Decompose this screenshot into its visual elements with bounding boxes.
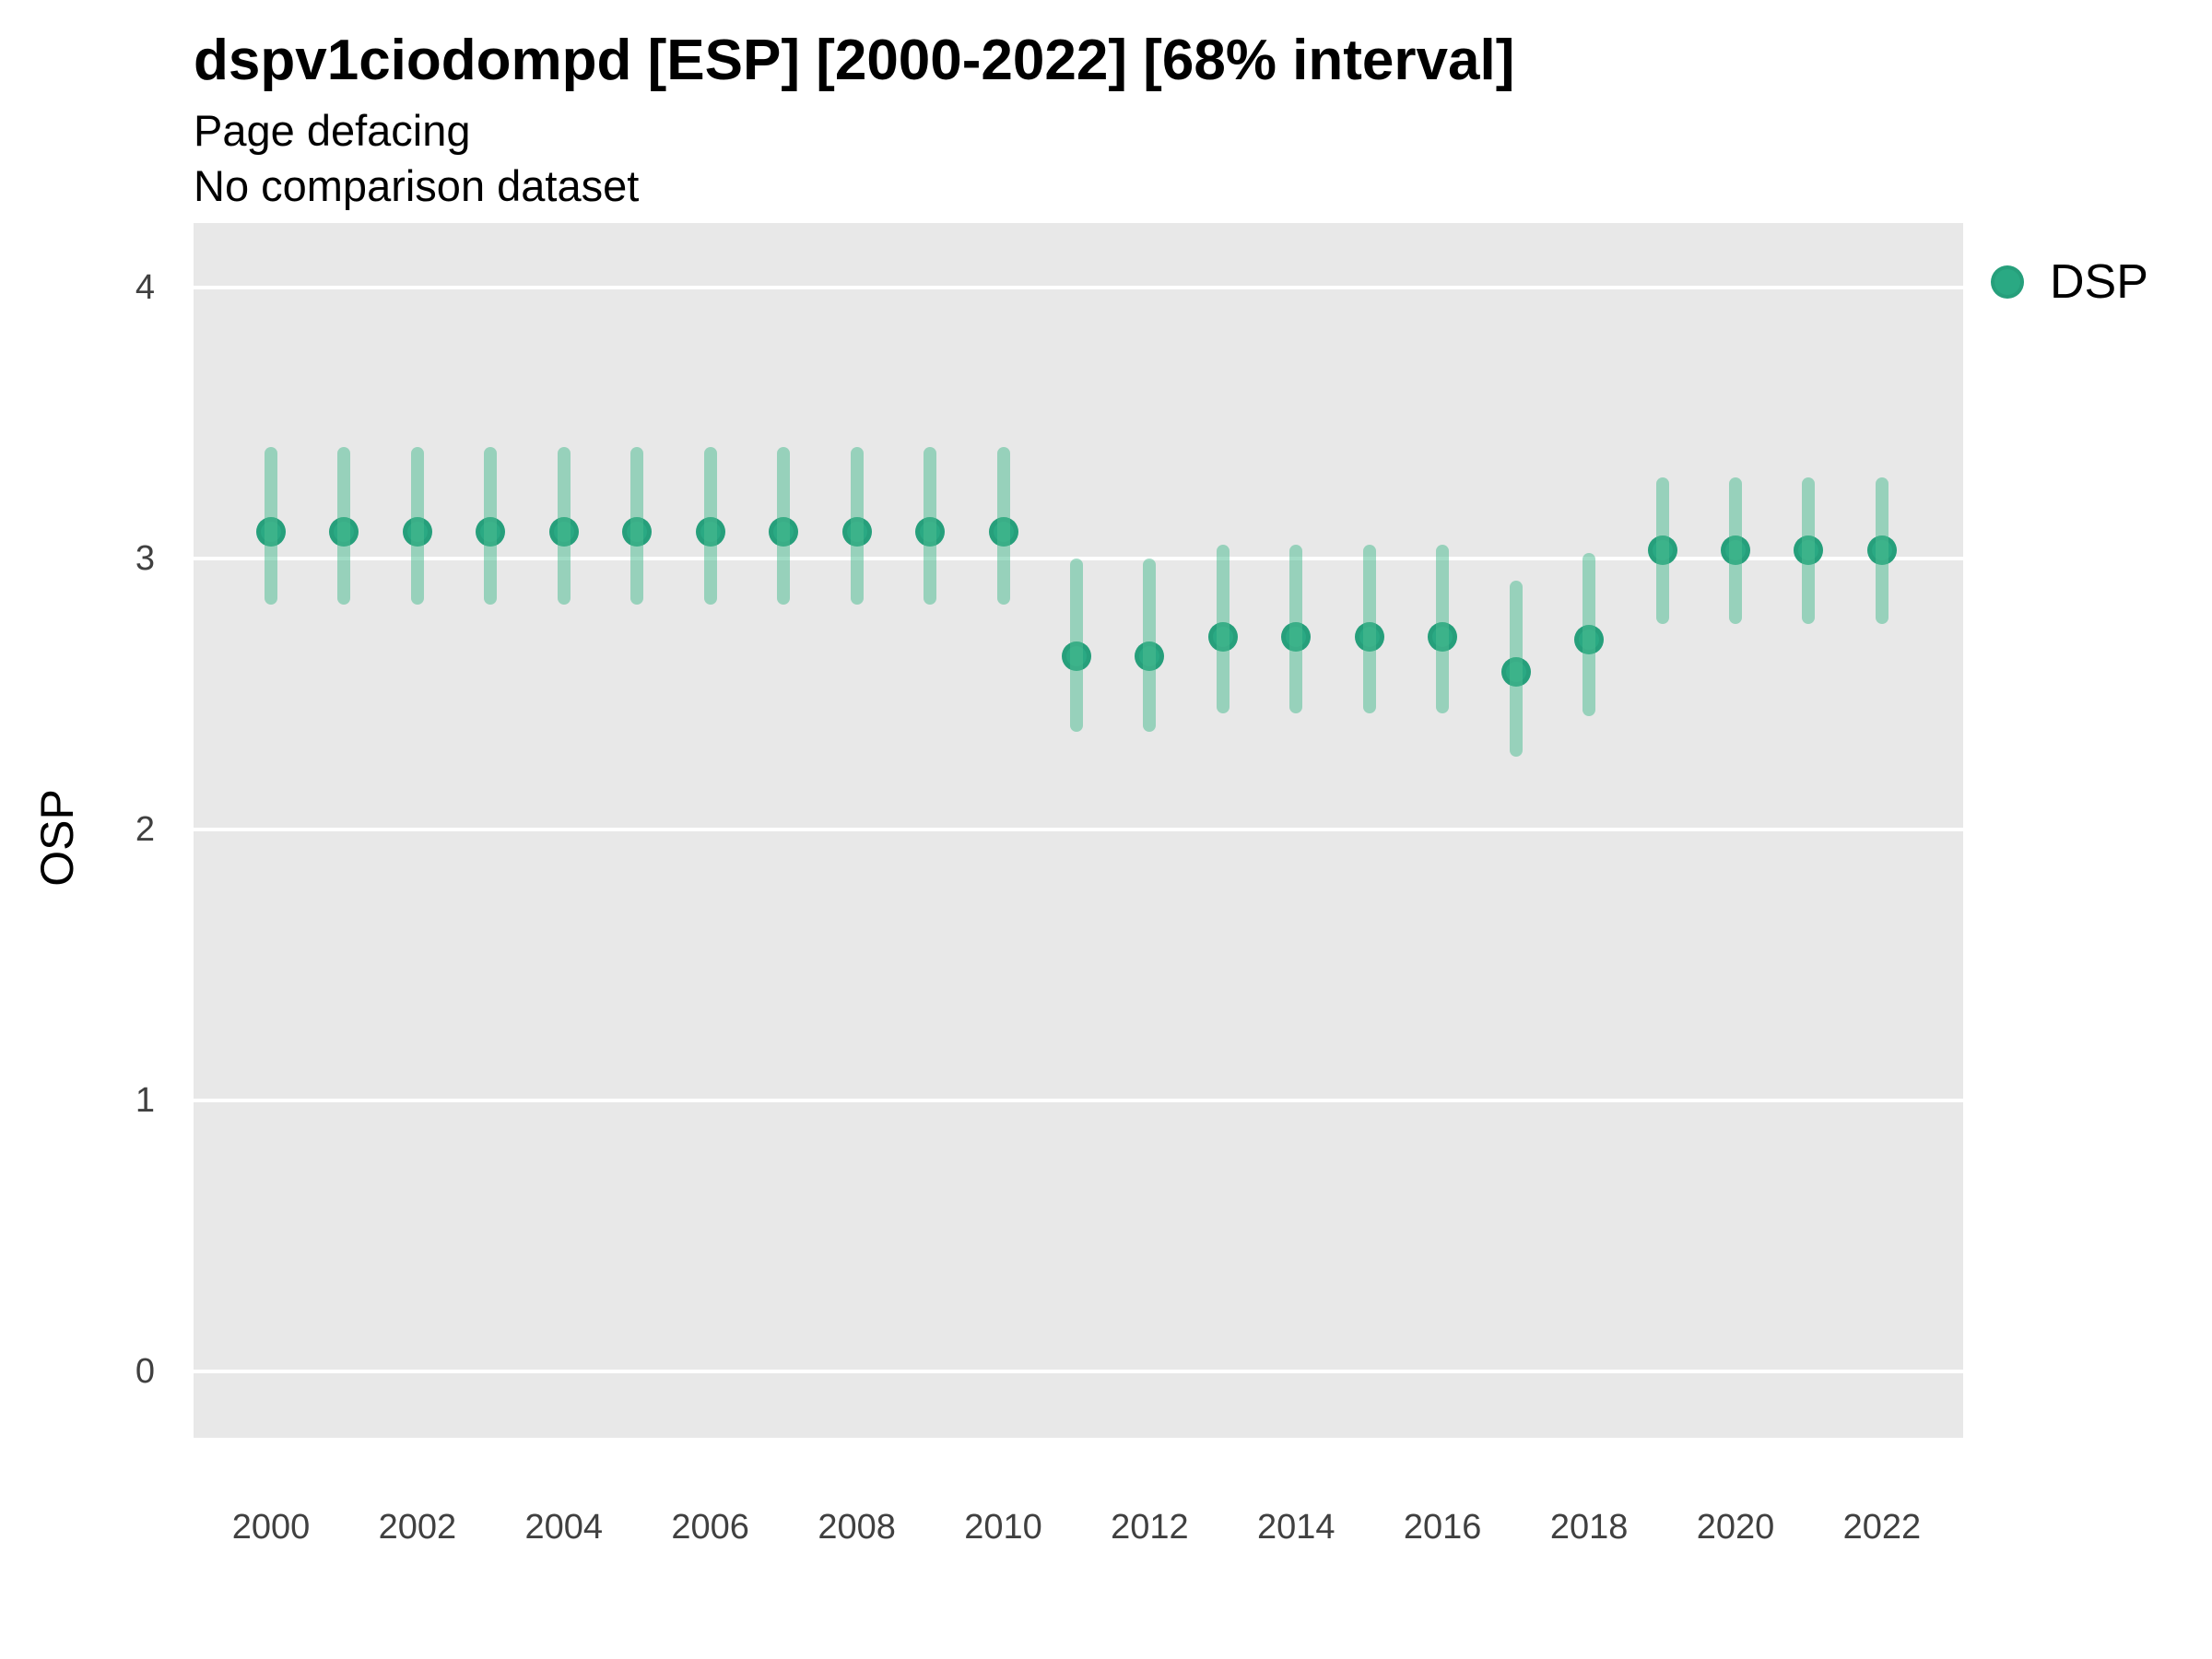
interval-bar (557, 447, 571, 605)
chart-subtitle: Page defacing (194, 106, 471, 155)
y-tick-label: 1 (135, 1081, 155, 1120)
legend-label: DSP (2050, 255, 2148, 309)
interval-bar (1289, 545, 1303, 713)
interval-bar (484, 447, 498, 605)
x-tick-label: 2002 (378, 1508, 457, 1547)
x-tick-label: 2004 (524, 1508, 604, 1547)
legend-point-icon (1991, 265, 2024, 299)
interval-bar (1069, 559, 1083, 733)
chart-note: No comparison dataset (194, 161, 640, 210)
x-tick-label: 2014 (1257, 1508, 1335, 1547)
interval-bar (1216, 545, 1230, 713)
interval-bar (996, 447, 1010, 605)
x-tick-label: 2012 (1111, 1508, 1189, 1547)
x-tick-label: 2016 (1403, 1508, 1482, 1547)
interval-bar (1875, 477, 1888, 624)
interval-bar (1143, 559, 1157, 733)
y-tick-label: 3 (135, 539, 155, 578)
interval-bar (850, 447, 864, 605)
interval-bar (1436, 545, 1450, 713)
interval-bar (1362, 545, 1376, 713)
gridline (194, 1370, 1963, 1373)
legend: DSP (1991, 254, 2148, 310)
gridline (194, 1099, 1963, 1102)
gridline (194, 828, 1963, 831)
chart-title: dspv1ciodompd [ESP] [2000-2022] [68% int… (194, 29, 1515, 92)
interval-bar (703, 447, 717, 605)
y-tick-label: 4 (135, 268, 155, 307)
interval-bar (1583, 553, 1596, 716)
interval-bar (1655, 477, 1669, 624)
gridline (194, 286, 1963, 289)
interval-bar (337, 447, 351, 605)
x-tick-label: 2018 (1549, 1508, 1629, 1547)
x-tick-label: 2022 (1842, 1508, 1922, 1547)
x-tick-label: 2020 (1696, 1508, 1775, 1547)
interval-bar (1729, 477, 1742, 624)
interval-bar (630, 447, 644, 605)
y-tick-label: 2 (135, 810, 155, 849)
interval-bar (777, 447, 791, 605)
interval-bar (1509, 580, 1523, 757)
interval-bar (1802, 477, 1816, 624)
y-tick-label: 0 (135, 1352, 155, 1391)
x-tick-label: 2000 (231, 1508, 311, 1547)
x-tick-label: 2010 (964, 1508, 1042, 1547)
interval-bar (410, 447, 424, 605)
plot-panel (194, 223, 1963, 1438)
interval-bar (265, 447, 277, 605)
x-tick-label: 2008 (818, 1508, 896, 1547)
interval-bar (924, 447, 937, 605)
x-tick-label: 2006 (671, 1508, 749, 1547)
